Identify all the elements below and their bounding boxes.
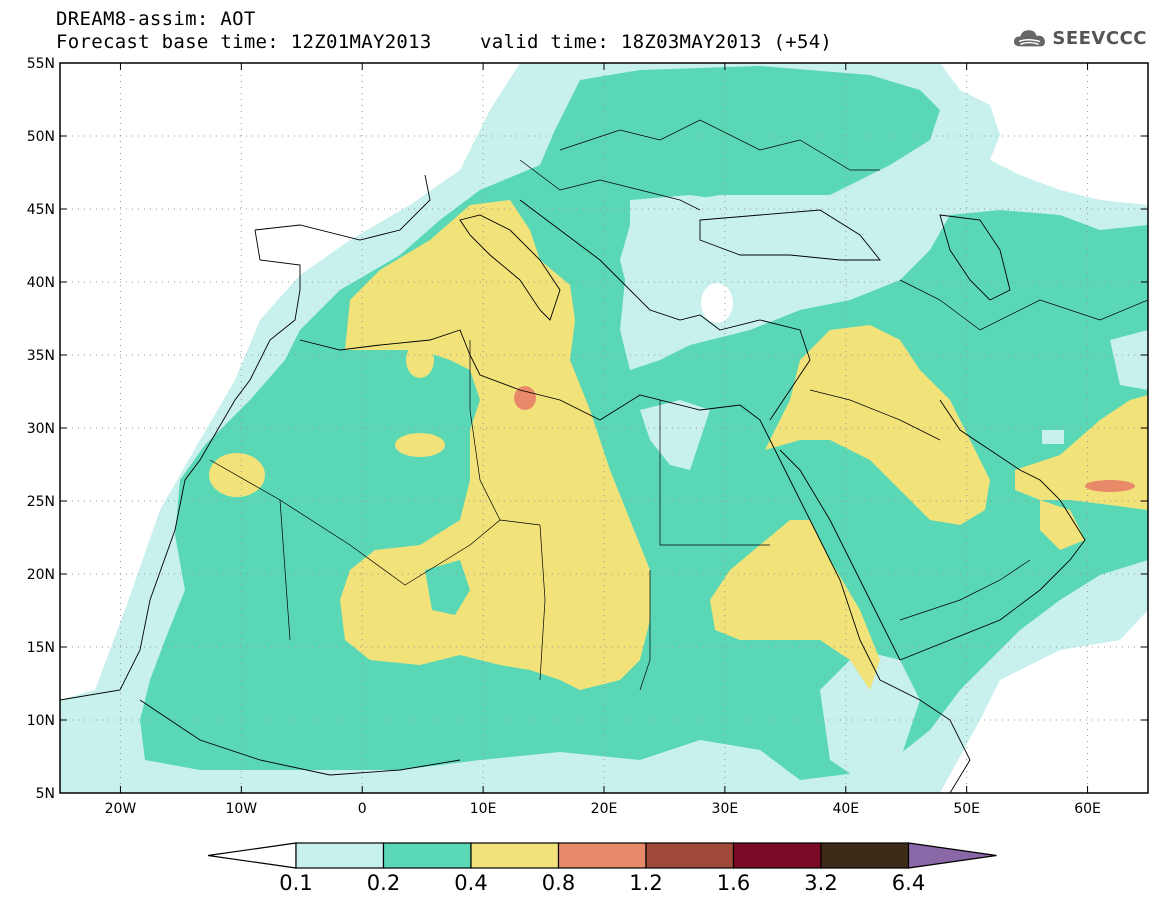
legend-label: 6.4: [892, 871, 925, 895]
lat-label: 30N: [27, 421, 55, 437]
color-legend: 0.1 0.2 0.4 0.8 1.2 1.6 3.2 6.4: [207, 842, 997, 895]
coastline-maghreb: [299, 329, 771, 441]
map-area: [60, 63, 1148, 793]
legend-swatch: [382, 842, 472, 869]
lon-axis: 20W 10W 0 10E 20E 30E 40E 50E 60E: [105, 63, 1101, 817]
aot-contour-0.4-sudan: [710, 520, 880, 690]
coastline-iberia: [254, 174, 431, 241]
lat-axis: 55N 50N 45N 40N 35N 30N 25N 20N 15N 10N 5N: [27, 56, 1148, 802]
border-saudi-iraq: [809, 389, 941, 441]
aot-contour-0.1-libya: [640, 400, 710, 470]
legend-label: 0.2: [367, 871, 400, 895]
legend-label: 0.1: [279, 871, 312, 895]
coastline-italy: [459, 214, 561, 321]
map-title: DREAM8-assim: AOT: [56, 8, 256, 30]
coastline-red-sea: [769, 439, 881, 681]
border-algeria-mali: [279, 499, 541, 586]
legend-label: 1.2: [629, 871, 662, 895]
border-chad-sudan: [639, 570, 651, 691]
legend-label: 0.8: [542, 871, 575, 895]
aot-contour-0.1-africa-south: [820, 650, 920, 780]
coastline-west-africa: [60, 229, 301, 701]
border-europe-north: [559, 119, 880, 171]
coastline-balkans: [519, 199, 811, 421]
borders: [209, 119, 1148, 691]
legend-swatch: [470, 842, 560, 869]
lat-label: 55N: [27, 56, 55, 72]
lat-label: 15N: [27, 640, 55, 656]
border-algeria-libya: [469, 340, 501, 521]
lat-label: 5N: [36, 786, 55, 802]
border-iran: [899, 279, 1148, 331]
legend-swatch: [295, 842, 385, 869]
lon-label: 50E: [953, 801, 980, 817]
coastline-caspian: [939, 214, 1011, 301]
legend-arrow-left: [207, 842, 297, 869]
lon-label: 20W: [105, 801, 137, 817]
aegean-clear-patch: [701, 283, 733, 323]
lat-label: 20N: [27, 567, 55, 583]
aot-contour-0.1-inner: [620, 195, 890, 370]
lat-label: 35N: [27, 348, 55, 364]
aot-contour-0.1-east: [1110, 330, 1148, 390]
legend-swatch: [557, 842, 647, 869]
border-libya-egypt: [659, 400, 770, 546]
aot-contour-0.1-gulf-spot: [1042, 430, 1064, 444]
coastline-black-sea: [699, 209, 881, 261]
aot-contour-0.4-arabia: [765, 325, 990, 525]
lon-label: 10W: [225, 801, 257, 817]
lat-label: 25N: [27, 494, 55, 510]
aot-contour-0.4-wafrica: [209, 453, 265, 497]
aot-contour-0.4-tunisia: [406, 342, 434, 378]
lat-label: 10N: [27, 713, 55, 729]
lon-label: 20E: [591, 801, 618, 817]
legend-swatch: [645, 842, 735, 869]
border-niger-chad: [539, 524, 546, 681]
legend-label: 0.4: [454, 871, 487, 895]
border-europe-south: [519, 159, 701, 211]
lon-label: 60E: [1074, 801, 1101, 817]
aot-contour-0.4-oman: [1040, 500, 1085, 550]
legend-arrow-right: [907, 842, 997, 869]
aot-contour-0.2-notch: [425, 560, 470, 615]
lat-label: 40N: [27, 275, 55, 291]
base-time-label: Forecast base time: 12Z01MAY2013: [56, 31, 432, 53]
coastlines: [60, 174, 1086, 793]
lon-label: 30E: [712, 801, 739, 817]
lat-label: 50N: [27, 129, 55, 145]
legend-label: 1.6: [717, 871, 750, 895]
map-graticule: [60, 63, 1148, 793]
border-saudi-yemen: [899, 559, 1031, 621]
cloud-icon: [1014, 30, 1045, 47]
aot-contour-0.4-algeria: [395, 433, 445, 457]
coastline-arabia-south: [899, 399, 1086, 661]
logo-text: SEEVCCC: [1052, 27, 1147, 49]
coastline-east-africa: [879, 679, 971, 793]
aot-contour-0.4-sahara: [340, 200, 650, 690]
coastline-arabia-west: [779, 449, 901, 661]
aot-contour-0.8-gulf: [1085, 480, 1135, 492]
aot-contour-0.8-libya: [514, 386, 536, 410]
legend-swatch: [732, 842, 822, 869]
seevccc-logo: SEEVCCC: [1012, 20, 1147, 56]
lon-label: 40E: [832, 801, 859, 817]
legend-swatch: [820, 842, 910, 869]
lon-label: 10E: [470, 801, 497, 817]
coastline-guinea-gulf: [139, 699, 461, 776]
valid-time-label: valid time: 18Z03MAY2013 (+54): [480, 31, 833, 53]
lat-label: 45N: [27, 202, 55, 218]
lon-label: 0: [358, 801, 367, 817]
legend-label: 3.2: [804, 871, 837, 895]
